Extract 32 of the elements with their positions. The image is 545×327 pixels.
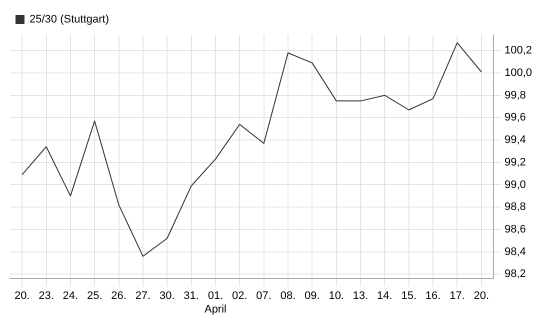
x-tick-label: 30. — [159, 290, 175, 302]
y-tick-label: 98,2 — [504, 268, 526, 280]
y-tick-label: 98,6 — [504, 223, 526, 236]
x-tick-label: 24. — [62, 290, 78, 302]
y-tick-label: 99,4 — [504, 134, 526, 146]
x-tick-label: 16. — [425, 290, 441, 302]
y-tick-label: 98,8 — [504, 201, 526, 214]
x-tick-label: 08. — [280, 290, 296, 302]
y-tick-label: 99,6 — [504, 112, 526, 124]
x-tick-label: 14. — [377, 290, 392, 302]
x-tick-label: 15. — [401, 290, 417, 302]
y-tick-label: 99,0 — [504, 178, 526, 191]
x-tick-label: 01. April — [204, 290, 226, 316]
x-tick-label: 23. — [38, 290, 54, 302]
y-tick-label: 100,2 — [504, 44, 532, 57]
legend-label: 25/30 (Stuttgart) — [30, 14, 109, 26]
y-tick-label: 99,8 — [504, 89, 526, 102]
x-tick-label: 31. — [184, 290, 199, 302]
x-tick-label: 09. — [304, 290, 320, 302]
x-tick-label: 20. — [474, 290, 490, 302]
y-tick-label: 99,2 — [504, 156, 526, 168]
x-tick-label: 10. — [328, 290, 344, 302]
x-tick-label: 25. — [86, 290, 102, 302]
x-tick-label: 27. — [135, 290, 151, 302]
x-tick-label: 07. — [256, 290, 272, 302]
y-tick-label: 98,4 — [504, 246, 526, 258]
x-tick-label: 13. — [352, 290, 368, 302]
x-tick-label: 26. — [111, 290, 126, 302]
x-tick-label: 17. — [450, 290, 465, 302]
x-tick-label: 02. — [232, 290, 248, 302]
x-tick-label: 20. — [14, 290, 30, 302]
y-tick-label: 100,0 — [504, 67, 532, 80]
